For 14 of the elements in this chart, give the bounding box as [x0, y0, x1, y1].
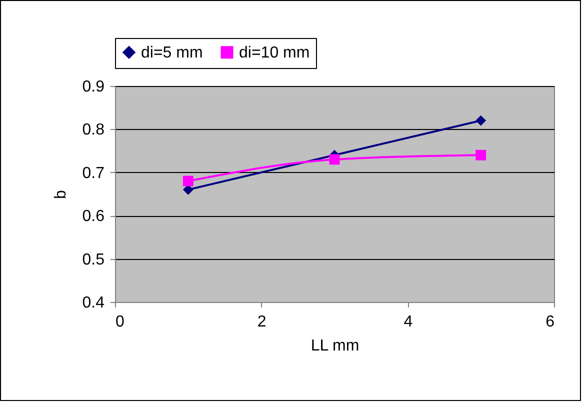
x-axis-title: LL mm — [310, 338, 360, 354]
y-tick-label: 0.6 — [82, 208, 105, 226]
legend-label: di=10 mm — [239, 44, 310, 62]
legend-label: di=5 mm — [141, 44, 203, 62]
x-tick-label: 0 — [116, 314, 124, 330]
y-tick-label: 0.9 — [82, 78, 105, 96]
y-tick-label: 0.8 — [82, 122, 105, 139]
y-axis-title: b — [52, 190, 70, 199]
y-tick-label: 0.4 — [82, 294, 105, 312]
y-tick-label: 0.7 — [82, 164, 105, 182]
x-tick-label: 2 — [257, 314, 266, 330]
x-tick-label: 6 — [546, 314, 555, 330]
y-tick-label: 0.5 — [82, 251, 105, 268]
x-tick-label: 4 — [404, 314, 413, 330]
